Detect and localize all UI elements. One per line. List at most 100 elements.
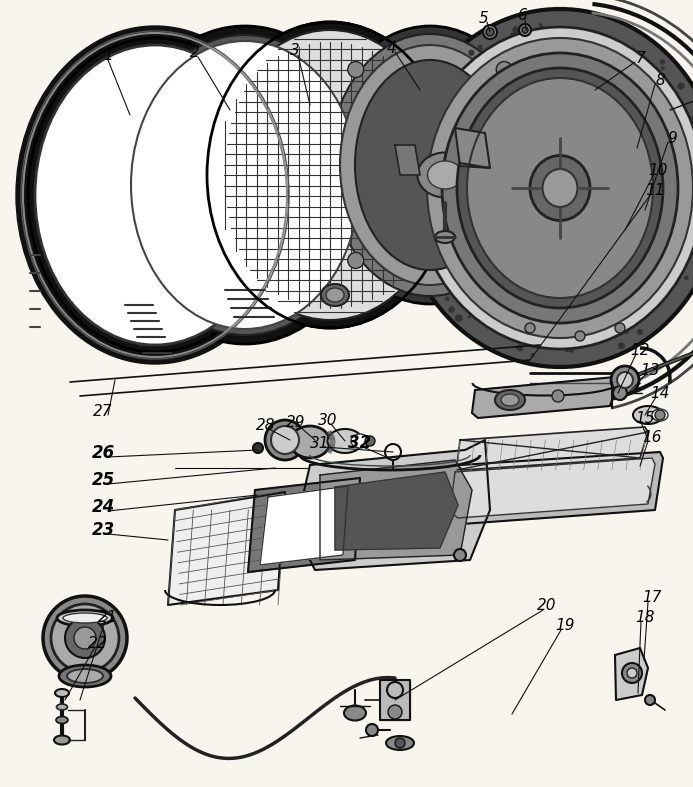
Text: 3: 3 — [290, 42, 300, 57]
Ellipse shape — [351, 434, 369, 448]
Text: 20: 20 — [537, 598, 556, 614]
Circle shape — [617, 372, 633, 388]
Text: 32: 32 — [349, 434, 371, 452]
Polygon shape — [168, 492, 285, 605]
Circle shape — [690, 235, 693, 241]
Circle shape — [526, 29, 530, 34]
Circle shape — [348, 61, 364, 78]
Circle shape — [437, 246, 444, 252]
Ellipse shape — [427, 38, 693, 338]
Circle shape — [428, 174, 435, 180]
Circle shape — [348, 253, 364, 268]
Circle shape — [692, 114, 693, 120]
Circle shape — [653, 296, 660, 302]
Circle shape — [538, 26, 545, 34]
Circle shape — [455, 88, 459, 92]
Circle shape — [503, 47, 507, 50]
Ellipse shape — [290, 426, 330, 458]
Circle shape — [423, 176, 427, 180]
Circle shape — [437, 99, 440, 102]
Circle shape — [541, 337, 544, 340]
Circle shape — [510, 32, 515, 37]
Circle shape — [51, 604, 119, 672]
Circle shape — [448, 306, 455, 313]
Circle shape — [539, 23, 542, 27]
Circle shape — [613, 386, 627, 400]
Text: 14: 14 — [650, 386, 669, 401]
Ellipse shape — [355, 60, 505, 270]
Text: 30: 30 — [318, 412, 337, 427]
Ellipse shape — [321, 284, 349, 306]
Ellipse shape — [59, 665, 111, 687]
Circle shape — [667, 106, 673, 113]
Circle shape — [417, 172, 421, 176]
Ellipse shape — [56, 716, 68, 723]
Ellipse shape — [386, 736, 414, 750]
Circle shape — [624, 329, 629, 334]
Circle shape — [496, 320, 501, 323]
Circle shape — [461, 68, 466, 73]
Ellipse shape — [57, 704, 67, 710]
Circle shape — [511, 39, 515, 42]
Ellipse shape — [652, 409, 668, 421]
Circle shape — [486, 311, 493, 317]
Ellipse shape — [125, 35, 365, 335]
Circle shape — [496, 61, 512, 78]
Circle shape — [421, 220, 426, 224]
Ellipse shape — [131, 41, 359, 329]
Ellipse shape — [435, 231, 455, 243]
Circle shape — [655, 410, 665, 420]
Polygon shape — [295, 440, 490, 570]
Polygon shape — [380, 680, 410, 720]
Circle shape — [568, 332, 574, 338]
Ellipse shape — [67, 669, 103, 683]
Ellipse shape — [328, 429, 362, 453]
Circle shape — [455, 314, 463, 322]
Circle shape — [523, 25, 529, 31]
Circle shape — [388, 705, 402, 719]
Circle shape — [271, 426, 299, 454]
Circle shape — [522, 27, 528, 33]
Circle shape — [622, 663, 642, 683]
Text: 17: 17 — [642, 590, 662, 605]
Ellipse shape — [28, 38, 282, 352]
Text: 19: 19 — [555, 619, 574, 634]
Circle shape — [471, 74, 476, 79]
Polygon shape — [395, 145, 420, 175]
Circle shape — [461, 61, 469, 68]
Circle shape — [454, 549, 466, 561]
Ellipse shape — [116, 26, 374, 344]
Text: 27: 27 — [94, 404, 113, 419]
Polygon shape — [450, 458, 655, 518]
Circle shape — [416, 231, 419, 235]
Text: 25: 25 — [91, 471, 114, 489]
Circle shape — [588, 342, 592, 345]
Ellipse shape — [530, 156, 590, 220]
Circle shape — [365, 436, 375, 446]
Circle shape — [627, 668, 637, 678]
Circle shape — [679, 243, 684, 247]
Circle shape — [531, 353, 535, 357]
Text: 7: 7 — [635, 50, 645, 65]
Text: 8: 8 — [655, 72, 665, 87]
Circle shape — [606, 49, 609, 53]
Ellipse shape — [55, 689, 69, 697]
Circle shape — [552, 390, 564, 402]
Ellipse shape — [344, 705, 366, 721]
Ellipse shape — [321, 26, 539, 304]
Circle shape — [442, 72, 446, 76]
Circle shape — [678, 83, 685, 89]
Circle shape — [651, 65, 656, 70]
Ellipse shape — [398, 9, 693, 367]
Text: 22: 22 — [88, 635, 107, 651]
Ellipse shape — [633, 406, 663, 424]
Polygon shape — [260, 486, 348, 565]
Circle shape — [564, 345, 570, 352]
Circle shape — [611, 320, 616, 325]
Text: 13: 13 — [640, 363, 660, 378]
Circle shape — [536, 42, 539, 46]
Text: 6: 6 — [517, 8, 527, 23]
Circle shape — [445, 297, 450, 301]
Circle shape — [408, 183, 414, 190]
Text: 12: 12 — [630, 342, 650, 357]
